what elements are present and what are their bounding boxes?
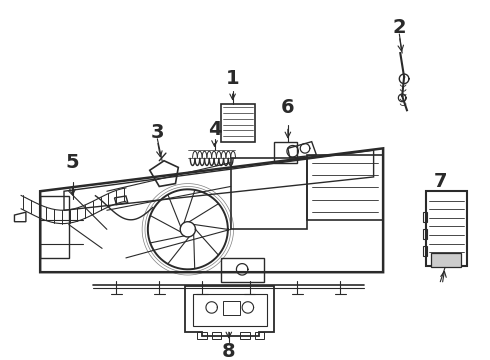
Text: 5: 5 <box>66 153 79 172</box>
Text: 1: 1 <box>226 69 240 88</box>
Text: 8: 8 <box>222 342 236 360</box>
Text: 3: 3 <box>150 123 164 141</box>
Text: 4: 4 <box>208 120 221 139</box>
Text: 6: 6 <box>281 98 294 117</box>
Text: 7: 7 <box>434 172 447 191</box>
Text: 2: 2 <box>392 18 406 37</box>
Polygon shape <box>431 253 461 267</box>
